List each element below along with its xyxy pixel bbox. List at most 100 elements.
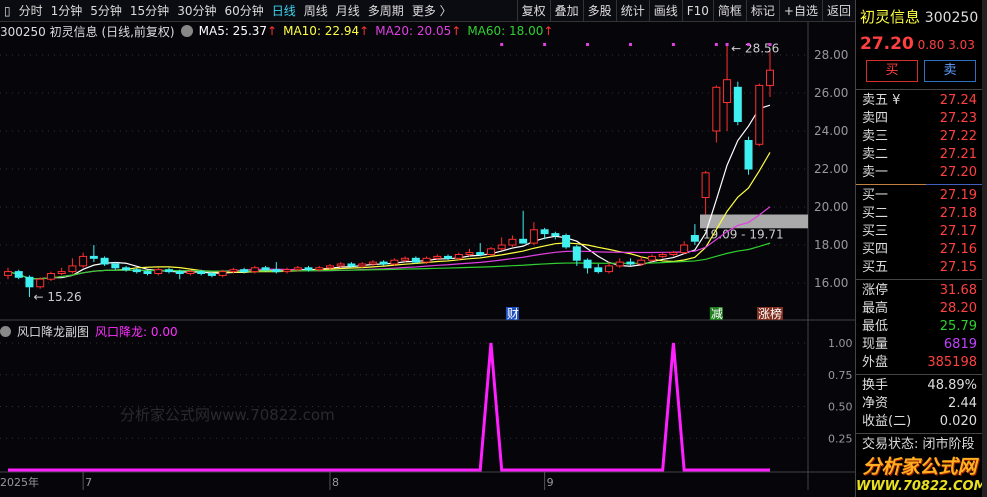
candle[interactable] — [25, 276, 34, 288]
candle[interactable] — [669, 252, 678, 256]
event-marker[interactable] — [505, 307, 519, 320]
candle[interactable] — [36, 278, 45, 288]
toolbar-button[interactable]: 简框 — [712, 0, 746, 22]
panel-toggle-icon[interactable]: ▯ — [4, 3, 11, 18]
candle[interactable] — [336, 263, 345, 267]
period-tab[interactable]: 月线 — [335, 4, 360, 18]
candle[interactable] — [143, 271, 152, 275]
period-tab[interactable]: 1分钟 — [50, 4, 83, 18]
candle[interactable] — [572, 246, 581, 261]
candle[interactable] — [79, 255, 88, 267]
candle[interactable] — [154, 269, 163, 275]
candle[interactable] — [261, 267, 270, 271]
candle[interactable] — [347, 263, 356, 267]
candle[interactable] — [46, 273, 55, 280]
candle[interactable] — [433, 255, 442, 259]
candle[interactable] — [562, 235, 571, 248]
candle[interactable] — [454, 254, 463, 259]
candle[interactable] — [68, 265, 77, 273]
candle[interactable] — [476, 252, 485, 256]
candle[interactable] — [594, 267, 603, 273]
period-tab[interactable]: 30分钟 — [177, 4, 217, 18]
candle[interactable] — [637, 259, 646, 265]
candle[interactable] — [411, 257, 420, 263]
candle[interactable] — [551, 233, 560, 237]
candle[interactable] — [250, 267, 259, 273]
candle[interactable] — [368, 261, 377, 265]
candle[interactable] — [283, 269, 292, 273]
candle[interactable] — [508, 238, 517, 246]
candle[interactable] — [89, 255, 98, 259]
scrollbar[interactable] — [982, 0, 987, 497]
candle[interactable] — [197, 271, 206, 275]
candle[interactable] — [100, 257, 109, 265]
candle[interactable] — [304, 267, 313, 271]
candle[interactable] — [390, 259, 399, 265]
toolbar-button[interactable]: 统计 — [615, 0, 649, 22]
candle[interactable] — [497, 244, 506, 250]
candle[interactable] — [465, 252, 474, 256]
candle[interactable] — [615, 261, 624, 267]
candle[interactable] — [519, 238, 528, 244]
period-tab[interactable]: 15分钟 — [129, 4, 170, 18]
candle[interactable] — [744, 140, 753, 170]
candle[interactable] — [57, 271, 66, 275]
event-marker[interactable] — [757, 307, 783, 320]
period-tab[interactable]: 多周期 — [367, 4, 404, 18]
sub-dropdown-icon[interactable] — [0, 326, 11, 337]
toolbar-button[interactable]: 多股 — [582, 0, 616, 22]
toolbar-button[interactable]: 叠加 — [549, 0, 583, 22]
candle[interactable] — [723, 79, 732, 103]
candle[interactable] — [401, 257, 410, 261]
candle[interactable] — [229, 269, 238, 273]
toolbar-button[interactable]: 返回 — [821, 0, 855, 22]
period-tab[interactable]: 周线 — [303, 4, 328, 18]
period-tab[interactable]: 分时 — [18, 4, 43, 18]
toolbar-button[interactable]: F10 — [681, 0, 713, 22]
candle[interactable] — [186, 271, 195, 275]
candle[interactable] — [272, 269, 281, 273]
candle[interactable] — [712, 86, 721, 132]
candle[interactable] — [583, 259, 592, 269]
candle[interactable] — [111, 263, 120, 269]
candle[interactable] — [680, 244, 689, 254]
buy-button[interactable]: 买 — [866, 60, 918, 82]
candle[interactable] — [486, 248, 495, 256]
candle[interactable] — [218, 271, 227, 276]
candle[interactable] — [422, 257, 431, 263]
candle[interactable] — [325, 265, 334, 269]
candle[interactable] — [4, 271, 12, 276]
toolbar-button[interactable]: +自选 — [778, 0, 822, 22]
event-marker[interactable] — [709, 307, 723, 320]
candle[interactable] — [164, 269, 173, 273]
candle[interactable] — [240, 269, 249, 273]
period-tab[interactable]: 5分钟 — [90, 4, 122, 18]
candle[interactable] — [647, 255, 656, 261]
candle[interactable] — [444, 255, 453, 259]
candle[interactable] — [315, 267, 324, 271]
candle[interactable] — [529, 229, 538, 244]
candle[interactable] — [755, 84, 764, 145]
candle[interactable] — [540, 229, 549, 235]
candle[interactable] — [358, 263, 367, 267]
kline-chart[interactable]: 分析家公式网www.70822.com 28.00 26.00 24.00 22.00 2… — [0, 0, 855, 497]
candle[interactable] — [132, 269, 141, 273]
toolbar-button[interactable]: 复权 — [516, 0, 550, 22]
candle[interactable] — [122, 267, 131, 271]
candle[interactable] — [293, 267, 302, 271]
candle[interactable] — [14, 271, 23, 278]
candle[interactable] — [626, 261, 635, 265]
candle[interactable] — [690, 235, 699, 242]
period-tab[interactable]: 更多 〉 — [411, 4, 452, 18]
dropdown-icon[interactable] — [180, 25, 193, 37]
toolbar-button[interactable]: 画线 — [648, 0, 682, 22]
period-tab[interactable]: 60分钟 — [224, 4, 264, 18]
candle[interactable] — [175, 271, 184, 275]
candle[interactable] — [733, 86, 742, 123]
candle[interactable] — [658, 254, 667, 257]
toolbar-button[interactable]: 标记 — [745, 0, 779, 22]
candle[interactable] — [605, 265, 614, 273]
candle[interactable] — [379, 261, 388, 265]
candle[interactable] — [701, 172, 710, 199]
sell-button[interactable]: 卖 — [924, 60, 976, 82]
